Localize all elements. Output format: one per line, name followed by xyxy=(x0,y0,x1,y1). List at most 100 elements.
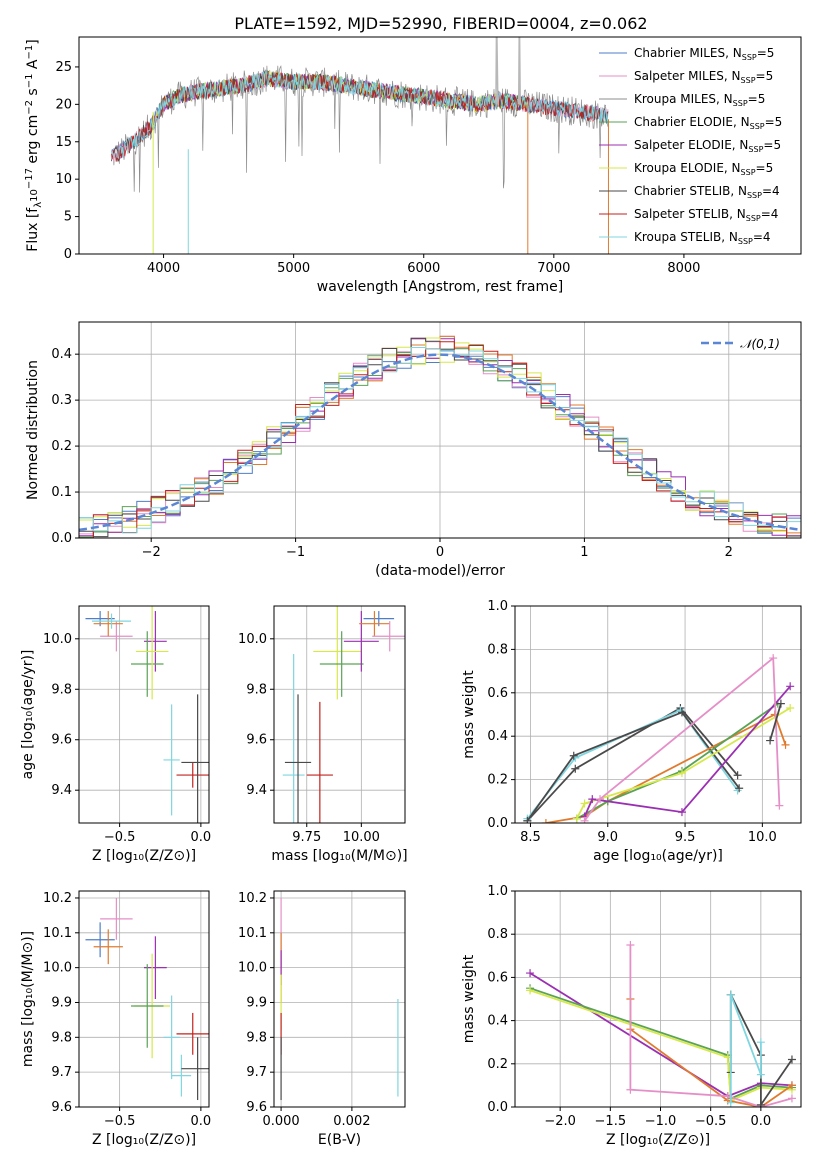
histogram-kroupa_stelib xyxy=(79,347,801,534)
residuals-plot-area xyxy=(79,335,801,538)
gaussian-curve xyxy=(79,353,801,532)
series-line-salpeter_elodie xyxy=(529,972,793,1098)
mass_vs_ebv-axes: 0.000 0.002 9.6 9.7 9.8 9.9 10.0 10.1 10.2 E(B-V) xyxy=(238,891,405,1148)
spectrum-series-kroupa_stelib xyxy=(111,70,609,160)
series-marker xyxy=(786,682,795,691)
x-tick-label: 9.75 xyxy=(292,830,321,845)
error-bar-point xyxy=(319,631,364,697)
series-marker xyxy=(756,1038,765,1047)
x-tick-label: 4000 xyxy=(147,261,180,276)
x-tick-label: −1.5 xyxy=(595,1114,627,1129)
y-tick-label: 20 xyxy=(55,97,72,112)
series-marker xyxy=(588,795,597,804)
x-axis-label: E(B-V) xyxy=(318,1132,361,1148)
series-marker xyxy=(726,1098,735,1107)
legend-label: Salpeter ELODIE, NSSP=5 xyxy=(634,138,781,154)
x-tick-label: 0.002 xyxy=(333,1114,370,1129)
y-tick-label: 0.0 xyxy=(487,1100,508,1115)
x-tick-label: 8.5 xyxy=(520,830,541,845)
error-bar-point xyxy=(171,1054,192,1097)
x-axis-label: age [log₁₀(age/yr)] xyxy=(593,848,723,864)
series-marker xyxy=(775,801,784,810)
legend-label: Kroupa STELIB, NSSP=4 xyxy=(634,230,771,246)
y-axis-label-part: −17 xyxy=(24,168,35,189)
y-tick-label: 9.6 xyxy=(246,1100,267,1115)
y-tick-label: 9.4 xyxy=(246,783,267,798)
y-axis-label-part: s xyxy=(25,88,41,100)
legend-subscript: SSP xyxy=(750,122,765,131)
y-tick-label: 9.4 xyxy=(51,783,72,798)
y-tick-label: 10.1 xyxy=(238,926,267,941)
error-bar-point xyxy=(306,701,333,823)
legend-label: Kroupa ELODIE, NSSP=5 xyxy=(634,161,773,177)
y-tick-label: 10.0 xyxy=(43,632,72,647)
x-tick-label: −2 xyxy=(142,545,161,560)
x-tick-label: 7000 xyxy=(537,261,570,276)
y-tick-label: 9.6 xyxy=(51,733,72,748)
legend-suffix: =5 xyxy=(763,138,781,152)
legend-subscript: SSP xyxy=(748,145,763,154)
y-tick-label: 0.4 xyxy=(487,1014,508,1029)
series-marker xyxy=(677,769,686,778)
y-tick-label: 0.8 xyxy=(487,927,508,942)
error-bar-point xyxy=(181,1037,209,1101)
x-tick-label: 10.00 xyxy=(343,830,380,845)
legend-label: 𝒩(0,1) xyxy=(740,337,780,351)
series-line-kroupa_elodie xyxy=(529,989,793,1102)
y-tick-label: 0.8 xyxy=(487,642,508,657)
legend-subscript: SSP xyxy=(742,53,757,62)
y-tick-label: 0.4 xyxy=(487,729,508,744)
legend-subscript: SSP xyxy=(738,237,753,246)
y-axis-label: Normed distribution xyxy=(25,360,41,500)
histogram-salpeter_stelib xyxy=(79,341,801,538)
error-bar-point xyxy=(92,613,131,629)
residuals-axes: −2 −1 0 1 2 0.0 0.1 0.2 0.3 0.4 (data-model)/error… xyxy=(25,322,801,579)
legend-suffix: =5 xyxy=(748,92,766,106)
series-marker xyxy=(733,771,742,780)
figure-title: PLATE=1592, MJD=52990, FIBERID=0004, z=0… xyxy=(234,14,647,33)
x-tick-label: 0.0 xyxy=(751,1114,772,1129)
series-line-chabrier_stelib xyxy=(769,703,782,741)
y-axis-label: mass weight xyxy=(461,954,477,1043)
y-tick-label: 0.0 xyxy=(487,816,508,831)
series-marker xyxy=(580,799,589,808)
series-line-salpeter_miles xyxy=(583,656,781,822)
series-marker xyxy=(677,708,686,717)
series-line-salpeter_miles xyxy=(629,945,793,1107)
legend-label: Salpeter STELIB, NSSP=4 xyxy=(634,207,778,223)
y-axis-label: mass weight xyxy=(461,670,477,759)
legend-label: Chabrier STELIB, NSSP=4 xyxy=(634,184,780,200)
y-tick-label: 0.2 xyxy=(51,439,72,454)
series-marker xyxy=(541,819,550,823)
series-marker xyxy=(786,703,795,712)
y-axis-label-part: ] xyxy=(25,39,41,44)
x-tick-label: −1 xyxy=(286,545,305,560)
y-tick-label: 1.0 xyxy=(487,884,508,899)
series-line-chabrier_elodie xyxy=(529,987,793,1100)
x-tick-label: −0.5 xyxy=(104,830,136,845)
x-tick-label: 10.0 xyxy=(748,830,777,845)
legend-suffix: =4 xyxy=(762,184,780,198)
massweight_vs_Z-plot-area xyxy=(526,941,796,1107)
y-tick-label: 0.2 xyxy=(487,1057,508,1072)
mass_vs_ebv-plot-area xyxy=(280,897,399,1101)
y-tick-label: 10 xyxy=(55,172,72,187)
series-marker xyxy=(526,986,535,995)
series-marker xyxy=(735,784,744,793)
series-marker xyxy=(596,795,605,804)
x-tick-label: 1 xyxy=(580,545,588,560)
series-marker xyxy=(677,808,686,817)
legend-subscript: SSP xyxy=(747,191,762,200)
legend-suffix: =5 xyxy=(757,46,775,60)
series-marker xyxy=(526,969,535,978)
mass_vs_Z-frame xyxy=(78,890,210,1108)
series-marker xyxy=(766,736,775,745)
x-tick-label: 0.0 xyxy=(191,830,212,845)
massweight_vs_Z-frame xyxy=(514,890,802,1108)
mass_vs_Z-plot-area xyxy=(85,897,209,1101)
series-line-orange xyxy=(545,713,787,823)
y-tick-label: 0.6 xyxy=(487,686,508,701)
series-marker xyxy=(781,740,790,749)
y-tick-label: 15 xyxy=(55,135,72,150)
legend-suffix: =4 xyxy=(753,230,771,244)
